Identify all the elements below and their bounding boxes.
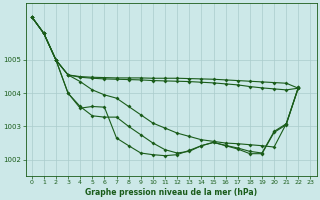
X-axis label: Graphe pression niveau de la mer (hPa): Graphe pression niveau de la mer (hPa) bbox=[85, 188, 257, 197]
